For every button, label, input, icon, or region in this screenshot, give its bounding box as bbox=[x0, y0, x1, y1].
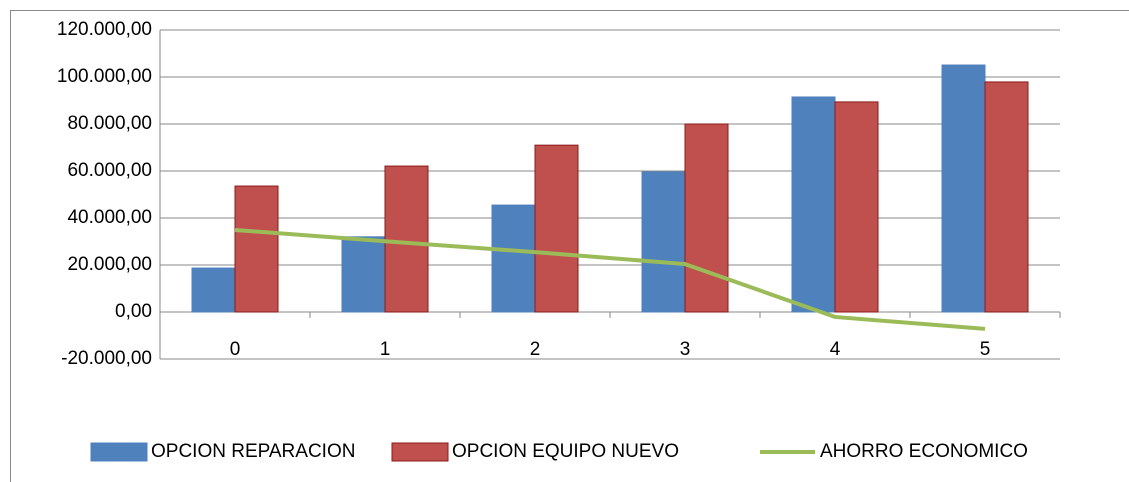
y-tick-label: -20.000,00 bbox=[61, 348, 152, 369]
bar bbox=[984, 81, 1029, 313]
bar bbox=[191, 267, 236, 313]
bar bbox=[234, 185, 279, 313]
x-tick-label: 4 bbox=[830, 339, 841, 360]
legend-swatch bbox=[391, 442, 449, 462]
legend-label: AHORRO ECONOMICO bbox=[820, 441, 1028, 462]
x-tick-label: 5 bbox=[980, 339, 991, 360]
bar bbox=[641, 171, 686, 313]
bar bbox=[534, 144, 579, 313]
bar bbox=[791, 96, 836, 313]
y-tick-label: 80.000,00 bbox=[67, 113, 152, 134]
y-tick-label: 0,00 bbox=[115, 301, 152, 322]
bar bbox=[384, 165, 429, 313]
y-tick-label: 40.000,00 bbox=[67, 207, 152, 228]
bar bbox=[941, 64, 986, 313]
y-tick-label: 20.000,00 bbox=[67, 254, 152, 275]
x-tick-label: 2 bbox=[530, 339, 541, 360]
y-tick-label: 60.000,00 bbox=[67, 160, 152, 181]
legend-swatch bbox=[90, 442, 148, 462]
line bbox=[234, 227, 986, 331]
legend-label: OPCION EQUIPO NUEVO bbox=[452, 441, 679, 462]
bar bbox=[491, 204, 536, 313]
bar bbox=[341, 236, 386, 313]
x-tick-label: 0 bbox=[230, 339, 241, 360]
legend-label: OPCION REPARACION bbox=[151, 441, 355, 462]
x-tick-label: 1 bbox=[380, 339, 391, 360]
y-tick-label: 120.000,00 bbox=[57, 19, 152, 40]
bar bbox=[684, 123, 729, 313]
y-tick-label: 100.000,00 bbox=[57, 66, 152, 87]
bar bbox=[834, 101, 879, 313]
x-tick-label: 3 bbox=[680, 339, 691, 360]
